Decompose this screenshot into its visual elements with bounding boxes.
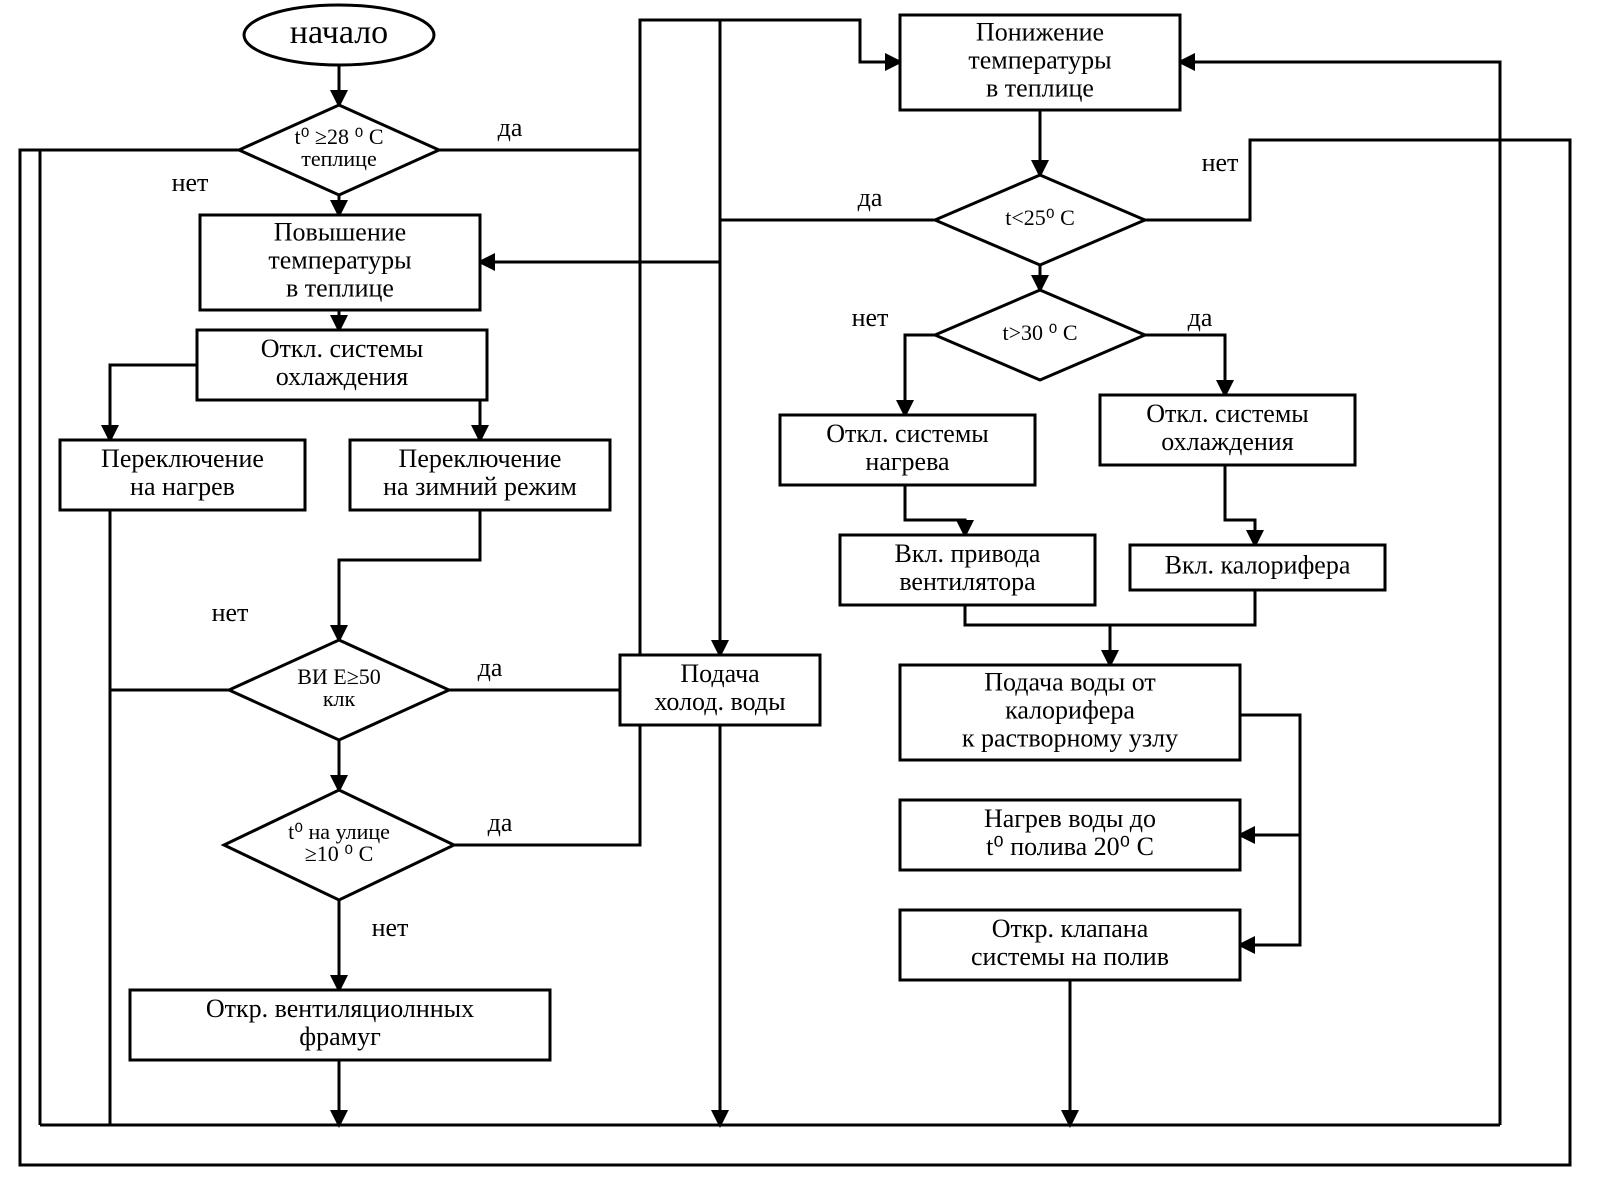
svg-text:t<25⁰ C: t<25⁰ C (1005, 205, 1075, 230)
svg-text:охлаждения: охлаждения (276, 362, 408, 391)
svg-text:Переключение: Переключение (101, 444, 264, 473)
svg-text:температуры: температуры (268, 245, 411, 274)
svg-text:t>30 ⁰ C: t>30 ⁰ C (1002, 320, 1077, 345)
svg-text:да: да (1188, 303, 1213, 332)
svg-text:нагрева: нагрева (865, 447, 950, 476)
svg-text:Откр. клапана: Откр. клапана (992, 914, 1149, 943)
svg-text:≥10 ⁰ C: ≥10 ⁰ C (305, 841, 374, 866)
svg-text:Откл. системы: Откл. системы (826, 419, 989, 448)
svg-text:калорифера: калорифера (1005, 695, 1135, 724)
svg-text:клк: клк (323, 686, 356, 711)
svg-text:да: да (498, 113, 523, 142)
svg-text:Понижение: Понижение (976, 17, 1104, 46)
svg-text:холод. воды: холод. воды (654, 687, 785, 716)
svg-text:Вкл. привода: Вкл. привода (895, 539, 1041, 568)
svg-text:охлаждения: охлаждения (1161, 427, 1293, 456)
svg-text:температуры: температуры (968, 45, 1111, 74)
svg-text:Переключение: Переключение (399, 444, 562, 473)
svg-text:системы на полив: системы на полив (971, 942, 1169, 971)
svg-text:Откл. системы: Откл. системы (1146, 399, 1309, 428)
svg-text:нет: нет (212, 598, 249, 627)
svg-text:теплице: теплице (301, 146, 376, 171)
svg-text:Вкл. калорифера: Вкл. калорифера (1165, 550, 1351, 579)
svg-text:в теплице: в теплице (286, 273, 394, 302)
svg-text:на зимний режим: на зимний режим (383, 472, 577, 501)
svg-text:t⁰ полива 20⁰ С: t⁰ полива 20⁰ С (986, 832, 1154, 861)
svg-text:да: да (488, 808, 513, 837)
svg-text:нет: нет (1202, 148, 1239, 177)
svg-text:на нагрев: на нагрев (130, 472, 235, 501)
svg-text:нет: нет (372, 913, 409, 942)
svg-text:Подача воды от: Подача воды от (984, 667, 1155, 696)
svg-text:да: да (478, 653, 503, 682)
svg-text:Подача: Подача (680, 659, 760, 688)
svg-text:начало: начало (290, 14, 388, 51)
svg-text:к растворному узлу: к растворному узлу (962, 723, 1178, 752)
svg-text:Откр. вентиляциолнных: Откр. вентиляциолнных (206, 994, 474, 1023)
svg-text:Откл. системы: Откл. системы (261, 334, 424, 363)
svg-text:нет: нет (852, 303, 889, 332)
svg-text:да: да (858, 183, 883, 212)
svg-text:Повышение: Повышение (274, 217, 406, 246)
svg-text:вентилятора: вентилятора (899, 567, 1036, 596)
svg-text:нет: нет (172, 168, 209, 197)
svg-text:в теплице: в теплице (986, 73, 1094, 102)
svg-text:Нагрев воды до: Нагрев воды до (984, 804, 1156, 833)
svg-text:фрамуг: фрамуг (299, 1022, 381, 1051)
